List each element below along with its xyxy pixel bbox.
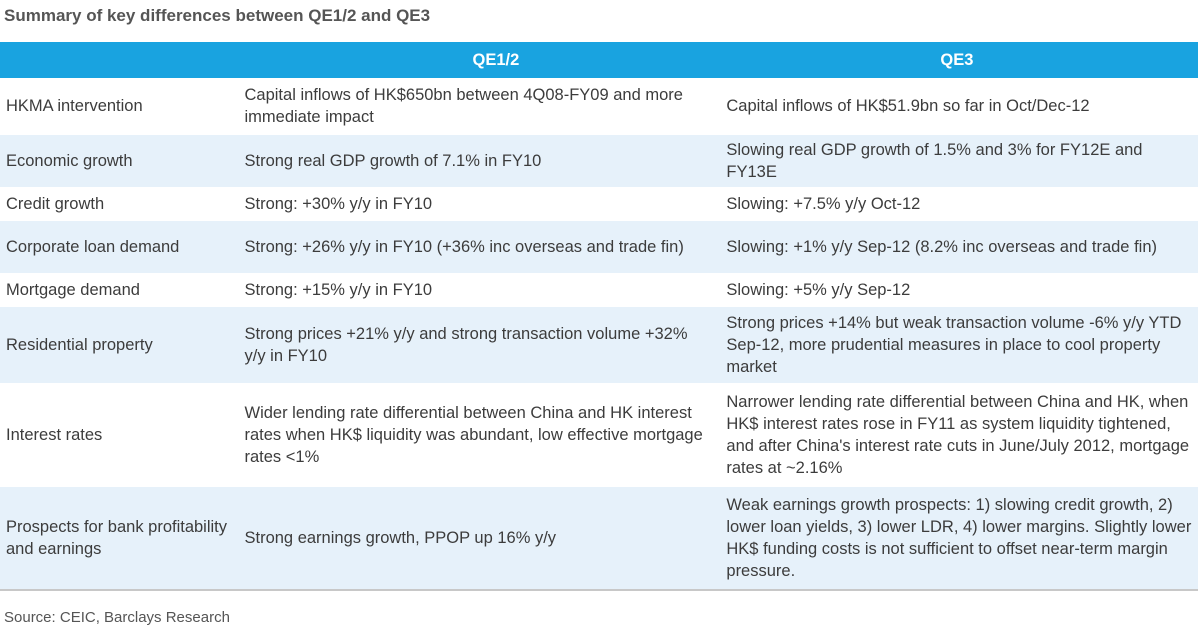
qe12-cell: Strong: +30% y/y in FY10: [234, 188, 717, 221]
qe3-cell: Weak earnings growth prospects: 1) slowi…: [716, 486, 1198, 591]
qe3-cell: Slowing: +7.5% y/y Oct-12: [716, 188, 1198, 221]
qe3-cell: Slowing: +1% y/y Sep-12 (8.2% inc overse…: [716, 220, 1198, 275]
row-label: Mortgage demand: [0, 274, 235, 307]
comparison-table: QE1/2 QE3 HKMA intervention Capital infl…: [0, 42, 1198, 591]
qe12-cell: Strong earnings growth, PPOP up 16% y/y: [234, 486, 717, 591]
qe3-cell: Capital inflows of HK$51.9bn so far in O…: [716, 78, 1198, 135]
qe3-cell: Narrower lending rate differential betwe…: [716, 384, 1198, 487]
source-note: Source: CEIC, Barclays Research: [4, 609, 230, 626]
header-empty-cell: [0, 42, 235, 78]
table-row: Corporate loan demand Strong: +26% y/y i…: [0, 220, 1198, 275]
table-row: Interest rates Wider lending rate differ…: [0, 384, 1198, 487]
qe3-cell: Slowing: +5% y/y Sep-12: [716, 274, 1198, 307]
qe12-cell: Strong real GDP growth of 7.1% in FY10: [234, 134, 717, 189]
qe12-cell: Capital inflows of HK$650bn between 4Q08…: [234, 78, 717, 135]
row-label: Credit growth: [0, 188, 235, 221]
header-qe3: QE3: [716, 42, 1198, 78]
qe12-cell: Strong: +26% y/y in FY10 (+36% inc overs…: [234, 220, 717, 275]
header-qe12: QE1/2: [234, 42, 717, 78]
row-label: HKMA intervention: [0, 78, 235, 135]
header-row: QE1/2 QE3: [0, 42, 1198, 78]
row-label: Residential property: [0, 306, 235, 385]
table-row: Mortgage demand Strong: +15% y/y in FY10…: [0, 274, 1198, 307]
qe12-cell: Wider lending rate differential between …: [234, 384, 717, 487]
row-label: Economic growth: [0, 134, 235, 189]
table-row: HKMA intervention Capital inflows of HK$…: [0, 78, 1198, 135]
qe12-cell: Strong: +15% y/y in FY10: [234, 274, 717, 307]
table-row: Credit growth Strong: +30% y/y in FY10 S…: [0, 188, 1198, 221]
table-title: Summary of key differences between QE1/2…: [4, 6, 431, 25]
qe3-cell: Slowing real GDP growth of 1.5% and 3% f…: [716, 134, 1198, 189]
qe12-cell: Strong prices +21% y/y and strong transa…: [234, 306, 717, 385]
table-row: Prospects for bank profitability and ear…: [0, 486, 1198, 591]
row-label: Interest rates: [0, 384, 235, 487]
row-label: Corporate loan demand: [0, 220, 235, 275]
table-row: Economic growth Strong real GDP growth o…: [0, 134, 1198, 189]
table-row: Residential property Strong prices +21% …: [0, 306, 1198, 385]
row-label: Prospects for bank profitability and ear…: [0, 486, 235, 591]
qe3-cell: Strong prices +14% but weak transaction …: [716, 306, 1198, 385]
